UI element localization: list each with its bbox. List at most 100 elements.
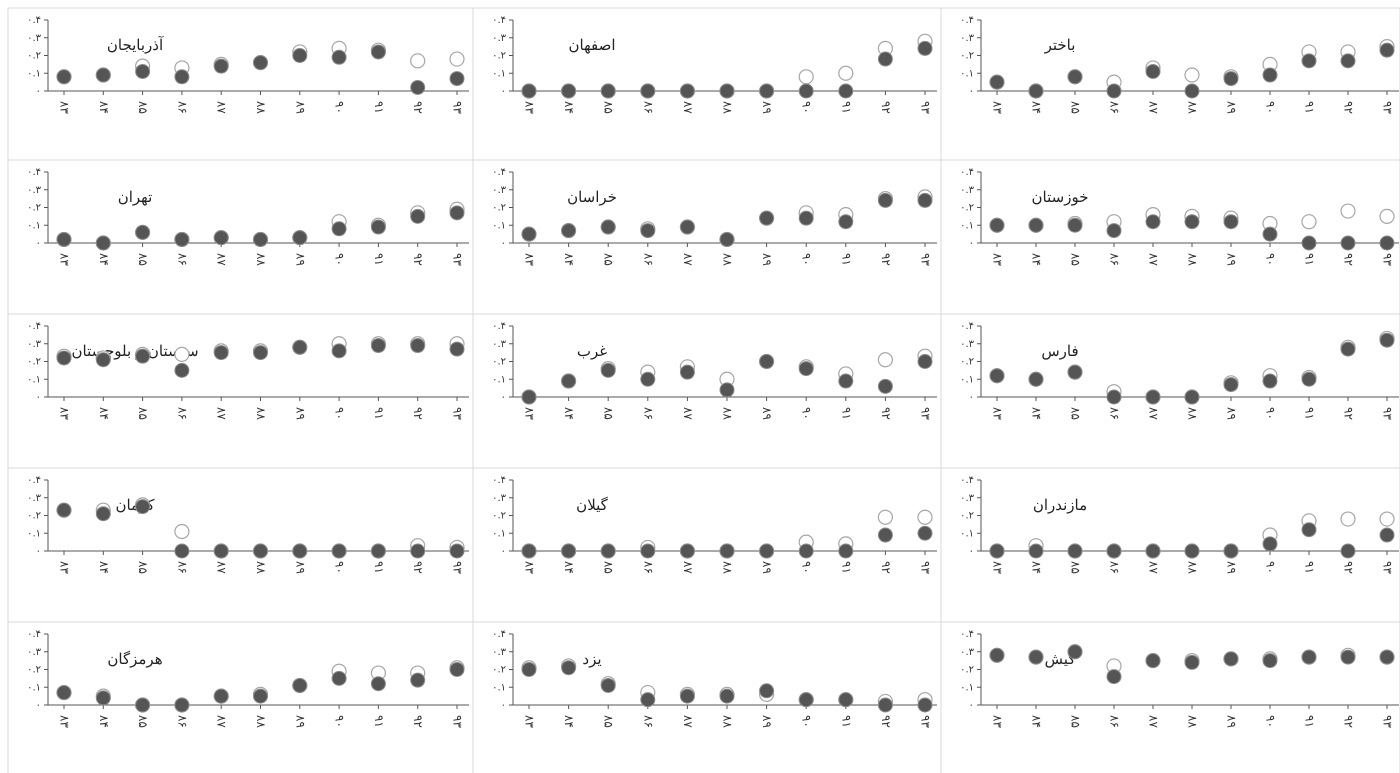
x-tick-label: ۹۱ <box>372 715 386 728</box>
data-point-filled <box>1340 649 1356 665</box>
y-tick-label: ۰ <box>501 238 506 249</box>
x-tick-label: ۸۴ <box>1030 561 1044 574</box>
x-tick-label: ۸۸ <box>721 715 735 728</box>
y-tick-label: ۰.۲ <box>27 357 41 368</box>
data-point-filled <box>253 688 268 704</box>
x-tick-label: ۸۹ <box>760 101 774 114</box>
x-tick-label: ۸۵ <box>1069 407 1083 420</box>
data-point-hollow <box>917 509 933 525</box>
data-point-filled <box>1184 543 1200 559</box>
x-tick-label: ۸۹ <box>760 253 774 266</box>
y-tick-label: ۰ <box>36 700 41 711</box>
y-tick-label: ۰ <box>36 546 41 557</box>
data-point-filled <box>917 40 933 56</box>
x-tick-label: ۸۹ <box>293 561 307 574</box>
data-point-filled <box>1379 527 1395 543</box>
x-tick-label: ۹۱ <box>839 407 853 420</box>
x-tick-label: ۸۵ <box>136 561 150 574</box>
data-point-filled <box>410 338 426 354</box>
x-tick-label: ۸۴ <box>97 715 111 728</box>
x-tick-label: ۸۴ <box>562 253 576 266</box>
data-point-filled <box>95 67 111 83</box>
y-tick-label: ۰ <box>969 546 974 557</box>
x-tick-label: ۹۲ <box>411 407 425 420</box>
data-point-filled <box>370 676 386 692</box>
x-tick-label: ۹۱ <box>839 561 853 574</box>
data-point-filled <box>798 361 814 377</box>
y-tick-label: ۰.۳ <box>960 33 975 44</box>
panel-title: یزد <box>582 650 601 668</box>
y-tick-label: ۰.۲ <box>960 357 974 368</box>
data-point-filled <box>600 543 616 559</box>
data-point-hollow <box>1340 511 1356 527</box>
x-tick-label: ۹۲ <box>1342 407 1356 420</box>
y-tick-label: ۰.۱ <box>492 68 506 79</box>
data-point-filled <box>877 192 893 208</box>
x-tick-label: ۹۲ <box>879 561 893 574</box>
x-tick-label: ۹۳ <box>919 561 933 574</box>
x-tick-label: ۸۵ <box>602 407 616 420</box>
x-tick-label: ۸۸ <box>1186 101 1200 114</box>
x-tick-label: ۸۷ <box>1147 715 1161 728</box>
data-point-hollow <box>1340 203 1356 219</box>
y-tick-label: ۰.۳ <box>27 339 42 350</box>
data-point-filled <box>174 697 190 713</box>
y-tick-label: ۰.۱ <box>27 68 41 79</box>
data-point-hollow <box>1379 511 1395 527</box>
y-tick-label: ۰.۳ <box>27 33 42 44</box>
y-tick-label: ۰.۱ <box>27 682 41 693</box>
data-point-filled <box>1301 235 1317 251</box>
data-point-filled <box>1184 389 1200 405</box>
data-point-filled <box>449 205 465 221</box>
x-tick-label: ۸۷ <box>681 561 695 574</box>
x-tick-label: ۹۲ <box>879 253 893 266</box>
x-tick-label: ۸۹ <box>760 407 774 420</box>
data-point-filled <box>798 692 814 708</box>
x-tick-label: ۸۸ <box>1186 561 1200 574</box>
x-tick-label: ۹۳ <box>1381 561 1395 574</box>
x-tick-label: ۸۶ <box>641 253 655 266</box>
data-point-hollow <box>1301 214 1317 230</box>
x-tick-label: ۸۹ <box>293 715 307 728</box>
data-point-hollow <box>174 346 190 362</box>
y-tick-label: ۰.۳ <box>960 185 975 196</box>
x-tick-label: ۸۶ <box>175 561 189 574</box>
y-tick-label: ۰.۳ <box>960 339 975 350</box>
y-tick-label: ۰.۱ <box>492 374 506 385</box>
x-tick-label: ۹۱ <box>372 407 386 420</box>
x-tick-label: ۸۵ <box>1069 101 1083 114</box>
x-tick-label: ۸۸ <box>1186 715 1200 728</box>
x-tick-label: ۸۷ <box>215 561 229 574</box>
x-tick-label: ۸۶ <box>175 101 189 114</box>
x-tick-label: ۸۹ <box>1225 253 1239 266</box>
x-tick-label: ۹۳ <box>1381 407 1395 420</box>
panel-title: اصفهان <box>569 36 616 54</box>
y-tick-label: ۰.۲ <box>960 203 974 214</box>
x-tick-label: ۸۸ <box>1186 253 1200 266</box>
data-point-filled <box>331 221 347 237</box>
panel: ۰ ۰.۱ ۰.۲ ۰.۳ ۰.۴ ۸۳ ۸۴ ۸۵ ۸۶ ۸۷ ۸۸ ۸۹ ۹۰ ۹۱ ۹۲ ۹۳ فارس <box>960 321 1399 420</box>
data-point-filled <box>521 226 537 242</box>
data-point-filled <box>719 688 735 704</box>
data-point-filled <box>917 525 933 541</box>
data-point-filled <box>1145 63 1161 79</box>
data-point-filled <box>449 662 465 677</box>
x-tick-label: ۹۲ <box>879 101 893 114</box>
data-point-filled <box>1379 42 1395 58</box>
data-point-filled <box>1106 223 1122 239</box>
panel-title: آذربایجان <box>107 36 164 54</box>
data-point-filled <box>56 231 72 247</box>
x-tick-label: ۸۴ <box>562 407 576 420</box>
data-point-filled <box>213 345 229 361</box>
x-tick-label: ۹۲ <box>879 715 893 728</box>
x-tick-label: ۸۵ <box>1069 715 1083 728</box>
x-tick-label: ۸۴ <box>97 407 111 420</box>
panel: ۰ ۰.۱ ۰.۲ ۰.۳ ۰.۴ ۸۳ ۸۴ ۸۵ ۸۶ ۸۷ ۸۸ ۸۹ ۹۰ ۹۱ ۹۲ ۹۳ یزد <box>492 629 937 728</box>
y-tick-label: ۰.۴ <box>27 629 41 640</box>
x-tick-label: ۹۰ <box>1264 407 1278 420</box>
panel-grid <box>7 7 1400 773</box>
data-point-filled <box>410 79 426 95</box>
x-tick-label: ۸۸ <box>721 561 735 574</box>
y-tick-label: ۰.۳ <box>27 185 42 196</box>
